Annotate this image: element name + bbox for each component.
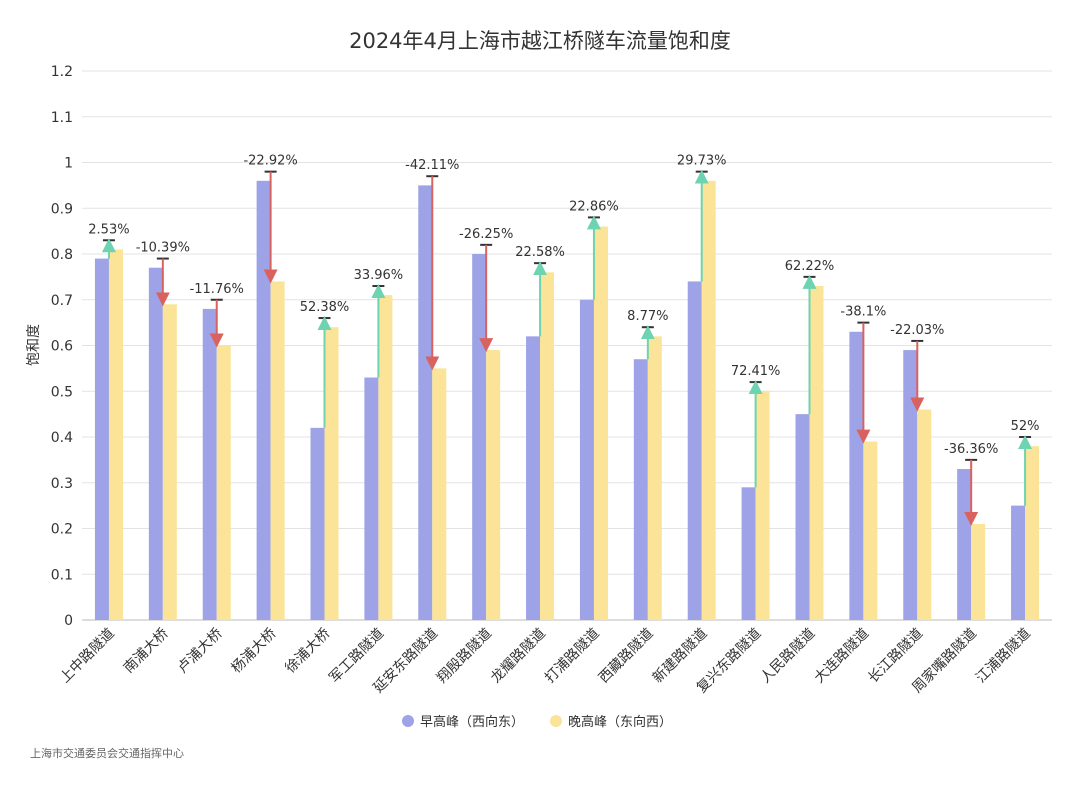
- x-category-label: 翔殷路隧道: [434, 626, 495, 687]
- x-category-label: 徐浦大桥: [282, 626, 333, 677]
- bar-evening: [917, 409, 932, 620]
- legend-marker: [550, 715, 562, 727]
- bar-evening: [324, 327, 339, 620]
- source-note: 上海市交通委员会交通指挥中心: [30, 746, 184, 760]
- x-category-label: 杨浦大桥: [229, 626, 280, 677]
- chart-title: 2024年4月上海市越江桥隧车流量饱和度: [349, 29, 731, 53]
- change-label: 33.96%: [354, 268, 404, 283]
- bar-morning: [472, 254, 487, 620]
- bar-evening: [432, 368, 447, 620]
- y-axis-label: 饱和度: [26, 324, 42, 366]
- bar-morning: [94, 258, 109, 620]
- y-tick-label: 0.7: [51, 293, 73, 309]
- x-category-label: 大连路隧道: [811, 626, 872, 687]
- bar-evening: [701, 180, 716, 621]
- legend-marker: [402, 715, 414, 727]
- change-label: -38.1%: [840, 305, 886, 320]
- x-category-label: 龙耀路隧道: [488, 626, 549, 687]
- y-tick-label: 0.3: [51, 476, 73, 492]
- change-label: -42.11%: [405, 158, 459, 173]
- y-tick-label: 0.5: [51, 384, 73, 400]
- x-category-label: 打浦路隧道: [541, 625, 603, 687]
- bars: [94, 180, 1040, 621]
- change-label: -22.92%: [243, 154, 297, 169]
- bar-morning: [364, 377, 379, 620]
- bar-evening: [216, 345, 231, 620]
- change-label: 8.77%: [627, 309, 668, 324]
- bar-evening: [863, 441, 878, 620]
- change-label: -26.25%: [459, 227, 513, 242]
- bar-morning: [1011, 505, 1026, 620]
- change-label: 72.41%: [731, 364, 781, 379]
- y-tick-label: 0.8: [51, 247, 73, 263]
- bar-evening: [378, 295, 393, 620]
- x-category-label: 人民路隧道: [758, 626, 819, 687]
- bar-evening: [755, 391, 770, 620]
- x-category-label: 卢浦大桥: [175, 626, 226, 677]
- y-tick-label: 1.2: [51, 64, 73, 80]
- legend-label: 早高峰（西向东）: [420, 714, 524, 730]
- change-label: 29.73%: [677, 154, 727, 169]
- change-label: 22.58%: [515, 245, 565, 260]
- x-category-label: 上中路隧道: [57, 626, 118, 687]
- bar-morning: [849, 331, 864, 620]
- change-label: -22.03%: [890, 323, 944, 338]
- bar-morning: [579, 299, 594, 620]
- change-annotations: 2.53% -10.39% -11.76% -22.92% 52.38% 33.96% -4…: [88, 154, 1040, 526]
- bar-morning: [903, 350, 918, 620]
- bar-morning: [795, 414, 810, 620]
- bar-evening: [593, 226, 608, 621]
- bar-evening: [540, 272, 555, 620]
- x-category-label: 江浦路隧道: [973, 626, 1034, 687]
- bar-evening: [1025, 446, 1040, 620]
- bar-morning: [687, 281, 702, 620]
- change-label: 52%: [1011, 419, 1040, 434]
- y-tick-label: 0.9: [51, 201, 73, 217]
- x-category-label: 南浦大桥: [121, 626, 172, 677]
- bar-morning: [526, 336, 541, 620]
- y-tick-label: 1: [64, 156, 73, 172]
- change-label: -36.36%: [944, 442, 998, 457]
- change-label: -11.76%: [190, 282, 244, 297]
- bar-morning: [633, 359, 648, 620]
- x-category-label: 西藏路隧道: [596, 626, 657, 687]
- bar-evening: [162, 304, 177, 620]
- bar-morning: [741, 487, 756, 620]
- bar-morning: [256, 180, 271, 621]
- y-tick-label: 0.1: [51, 567, 73, 583]
- bar-morning: [148, 267, 163, 620]
- change-label: 22.86%: [569, 199, 619, 214]
- y-tick-label: 0.2: [51, 522, 73, 538]
- change-label: 62.22%: [785, 259, 835, 274]
- bar-morning: [418, 185, 433, 620]
- y-tick-label: 0.6: [51, 339, 73, 355]
- bar-morning: [310, 427, 325, 620]
- bar-evening: [971, 523, 986, 620]
- bar-evening: [108, 249, 123, 621]
- change-label: 52.38%: [300, 300, 350, 315]
- y-axis-ticks: 0 0.1 0.2 0.3 0.4 0.5 0.6 0.7 0.8 0.9 1 1.1 1.2: [51, 64, 73, 629]
- y-tick-label: 1.1: [51, 110, 73, 126]
- bar-evening: [270, 281, 285, 620]
- bar-evening: [809, 286, 824, 620]
- bar-morning: [957, 469, 972, 620]
- gridlines: [82, 70, 1052, 621]
- y-tick-label: 0: [64, 613, 73, 629]
- legend-label: 晚高峰（东向西）: [568, 714, 672, 730]
- x-axis-categories: 上中路隧道 南浦大桥 卢浦大桥 杨浦大桥 徐浦大桥军工路隧道延安东路隧道翔殷路隧道龙耀路…: [57, 625, 1034, 696]
- change-label: 2.53%: [88, 222, 129, 237]
- legend: 早高峰（西向东） 晚高峰（东向西）: [402, 714, 672, 730]
- change-label: -10.39%: [136, 241, 190, 256]
- bar-evening: [486, 350, 501, 620]
- bar-evening: [647, 336, 662, 620]
- y-tick-label: 0.4: [51, 430, 73, 446]
- bar-morning: [202, 308, 217, 620]
